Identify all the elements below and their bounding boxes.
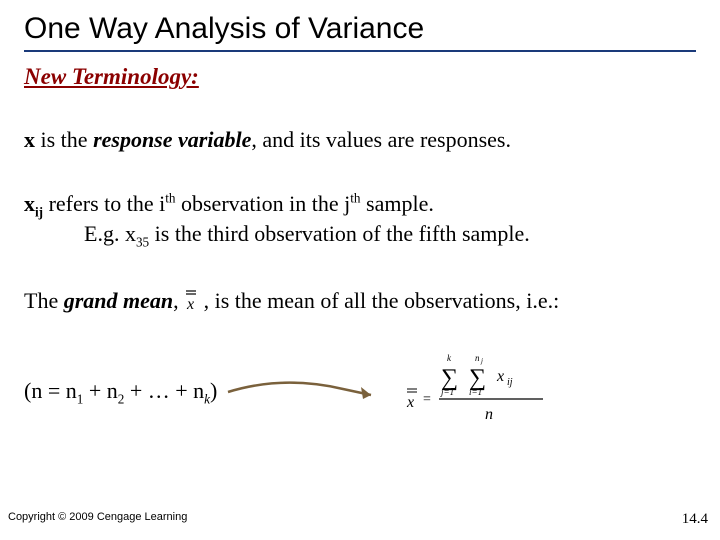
svg-text:x: x bbox=[496, 368, 504, 385]
text: + … + n bbox=[124, 378, 204, 403]
var-xij: xij bbox=[24, 191, 43, 216]
sub-35: 35 bbox=[136, 235, 149, 250]
svg-text:n: n bbox=[485, 406, 493, 423]
definition-response-variable: x is the response variable, and its valu… bbox=[24, 126, 696, 154]
svg-text:x: x bbox=[186, 296, 194, 311]
arrow-icon bbox=[223, 377, 383, 407]
text: + n bbox=[83, 378, 117, 403]
text: , is the mean of all the observations, i… bbox=[198, 288, 559, 313]
slide-title: One Way Analysis of Variance bbox=[24, 12, 696, 52]
svg-text:n: n bbox=[475, 353, 480, 363]
svg-text:i=1: i=1 bbox=[469, 387, 482, 397]
text: E.g. x bbox=[84, 221, 136, 246]
term-response-variable: response variable bbox=[93, 127, 251, 152]
text: (n = n bbox=[24, 378, 77, 403]
page-number: 14.4 bbox=[682, 511, 708, 528]
sup-th: th bbox=[350, 190, 360, 205]
text: is the third observation of the fifth sa… bbox=[149, 221, 530, 246]
example-x35: E.g. x35 is the third observation of the… bbox=[24, 220, 696, 251]
text: refers to the i bbox=[43, 191, 165, 216]
footer: Copyright © 2009 Cengage Learning 14.4 bbox=[8, 511, 708, 528]
n-equation: (n = n1 + n2 + … + nk) bbox=[24, 378, 217, 407]
sup-th: th bbox=[165, 190, 175, 205]
sub-ij: ij bbox=[35, 204, 43, 219]
text: observation in the j bbox=[176, 191, 351, 216]
text: ) bbox=[210, 378, 217, 403]
grand-mean-formula: x = k ∑ j=1 n j ∑ i=1 x ij n bbox=[403, 351, 553, 434]
definition-grand-mean: The grand mean, x , is the mean of all t… bbox=[24, 287, 696, 315]
text: The bbox=[24, 288, 64, 313]
var-x: x bbox=[24, 127, 35, 152]
text: , bbox=[173, 288, 184, 313]
svg-text:k: k bbox=[447, 353, 452, 363]
formula-row: (n = n1 + n2 + … + nk) x = k ∑ j=1 n j ∑ bbox=[24, 351, 696, 434]
copyright-text: Copyright © 2009 Cengage Learning bbox=[8, 511, 187, 528]
term-grand-mean: grand mean bbox=[64, 288, 173, 313]
x-double-bar-symbol: x bbox=[184, 287, 198, 315]
subheading: New Terminology: bbox=[24, 64, 696, 90]
text: sample. bbox=[361, 191, 434, 216]
definition-xij: xij refers to the ith observation in the… bbox=[24, 190, 696, 252]
x: x bbox=[24, 191, 35, 216]
svg-text:j=1: j=1 bbox=[440, 387, 454, 397]
text: , and its values are responses. bbox=[251, 127, 511, 152]
svg-text:ij: ij bbox=[507, 377, 513, 388]
svg-text:=: = bbox=[423, 392, 431, 407]
text: is the bbox=[35, 127, 93, 152]
svg-text:x: x bbox=[406, 394, 414, 411]
svg-text:j: j bbox=[480, 357, 483, 365]
